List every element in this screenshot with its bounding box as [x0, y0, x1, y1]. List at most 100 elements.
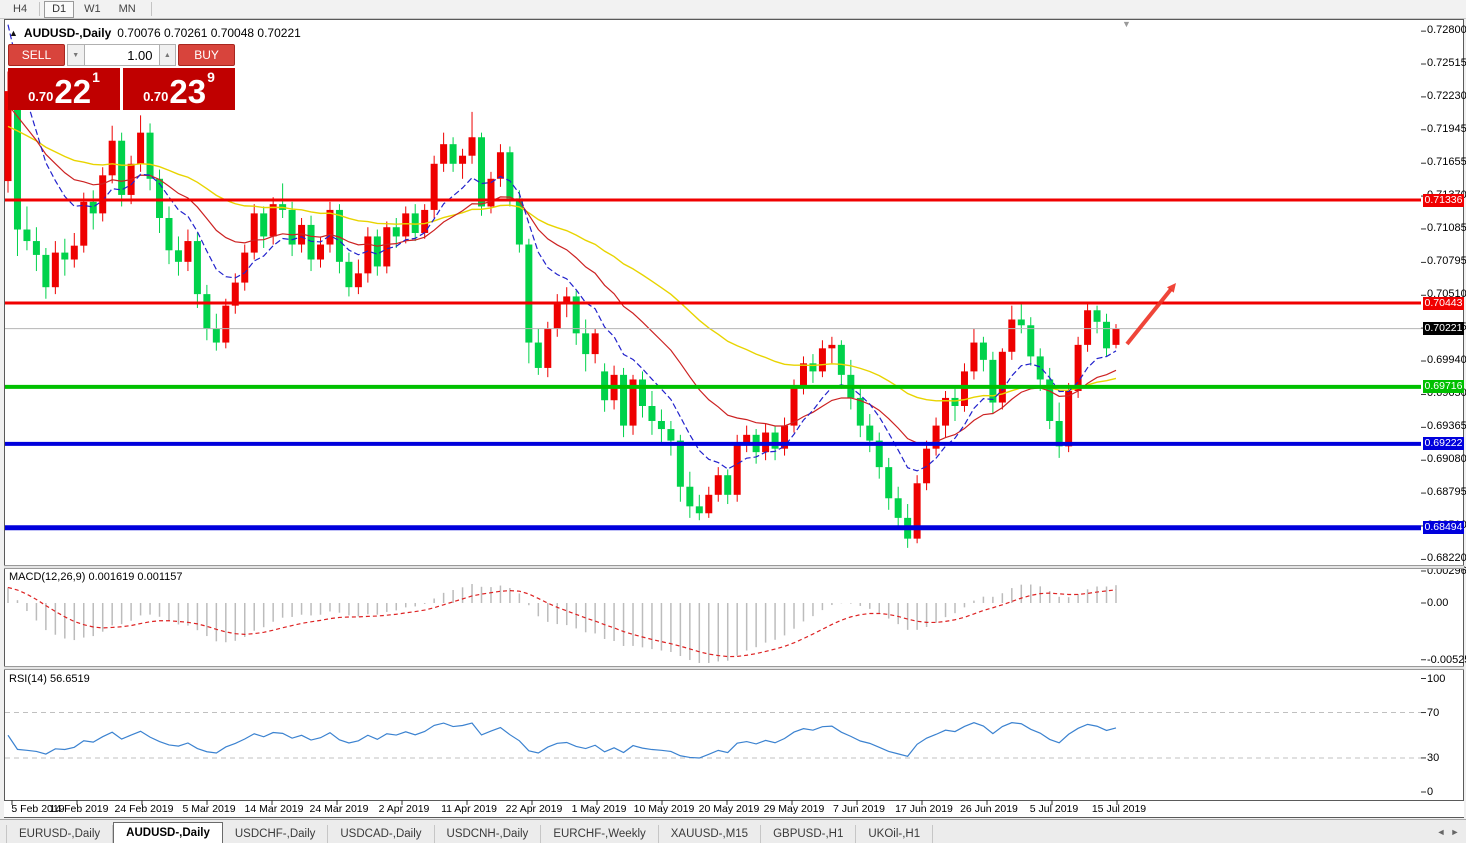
candle — [733, 434, 741, 502]
date-axis-label: 20 May 2019 — [698, 803, 760, 815]
trade-panel-toggle-icon[interactable]: ▲ — [9, 28, 18, 38]
candle — [165, 206, 173, 265]
candle — [866, 414, 874, 453]
candle — [137, 115, 145, 172]
tab-eurchf-weekly[interactable]: EURCHF-,Weekly — [541, 825, 659, 843]
candle — [724, 469, 732, 505]
trend-arrow-head — [1166, 283, 1176, 293]
candle — [544, 321, 552, 378]
tab-usdcnh-daily[interactable]: USDCNH-,Daily — [435, 825, 542, 843]
chart-collapse-marker-icon[interactable]: ▼ — [1122, 19, 1131, 29]
date-axis-label: 2 Apr 2019 — [378, 803, 430, 815]
rsi-splitter[interactable] — [4, 666, 1464, 670]
candle — [1055, 402, 1063, 458]
price-axis-tick-label: 0.68795 — [1427, 486, 1466, 499]
timeframe-toolbar: H4 D1 W1 MN — [0, 0, 1466, 19]
candle — [989, 351, 997, 415]
candle — [1093, 305, 1101, 334]
candle — [781, 417, 789, 456]
tab-scroll-left-icon[interactable]: ◄ — [1436, 827, 1446, 837]
candle — [440, 132, 448, 172]
candle — [487, 171, 495, 214]
candle — [695, 494, 703, 521]
date-axis-border — [4, 817, 1464, 818]
candle — [638, 371, 646, 418]
tab-gbpusd-h1[interactable]: GBPUSD-,H1 — [761, 825, 857, 843]
candle — [998, 348, 1006, 410]
rsi-axis-label: 100 — [1427, 672, 1446, 685]
price-axis-tick-label: 0.69365 — [1427, 420, 1466, 433]
level-price-label: 0.71336 — [1423, 193, 1464, 207]
tab-scroll-right-icon[interactable]: ► — [1450, 827, 1460, 837]
candle — [1065, 382, 1073, 453]
timeframe-button-h4[interactable]: H4 — [13, 2, 28, 15]
date-axis-label: 7 Jun 2019 — [833, 803, 885, 815]
candle — [572, 290, 580, 345]
date-axis-label: 1 May 2019 — [571, 803, 627, 815]
trend-arrow-line[interactable] — [1125, 287, 1173, 346]
tab-usdchf-daily[interactable]: USDCHF-,Daily — [223, 825, 329, 843]
rsi-axis-label: 30 — [1427, 751, 1440, 764]
candle — [108, 125, 116, 184]
chart-title-row: ▲ AUDUSD-,Daily 0.70076 0.70261 0.70048 … — [9, 26, 301, 40]
tab-audusd-daily[interactable]: AUDUSD-,Daily — [113, 822, 223, 843]
date-axis-label: 22 Apr 2019 — [505, 803, 563, 815]
volume-input[interactable] — [84, 44, 159, 66]
price-axis-tick-label: 0.72800 — [1427, 24, 1466, 37]
candle — [354, 259, 362, 295]
candle — [951, 388, 959, 421]
candle — [923, 440, 931, 491]
price-axis-tick-label: 0.71945 — [1427, 122, 1466, 135]
price-axis-tick-label: 0.69940 — [1427, 354, 1466, 367]
candle — [174, 236, 182, 276]
macd-splitter[interactable] — [4, 565, 1464, 569]
date-axis-label: 24 Mar 2019 — [309, 803, 369, 815]
candle — [705, 486, 713, 518]
volume-decrease-button[interactable]: ▼ — [66, 44, 85, 66]
price-axis-tick-label: 0.72515 — [1427, 57, 1466, 69]
tab-ukoil-h1[interactable]: UKOil-,H1 — [856, 825, 934, 843]
price-axis-tick-label: 0.68220 — [1427, 552, 1466, 565]
buy-price-big: 23 — [169, 73, 207, 110]
candle — [51, 241, 59, 295]
candle — [847, 359, 855, 410]
tab-xauusd-m15[interactable]: XAUUSD-,M15 — [659, 825, 762, 843]
one-click-trade-panel: SELL ▼ ▲ BUY 0.70 22 1 0.70 23 9 — [8, 44, 235, 110]
macd-axis-label: -0.005255 — [1427, 653, 1466, 666]
candle — [714, 467, 722, 502]
buy-button[interactable]: BUY — [178, 44, 235, 66]
tab-usdcad-daily[interactable]: USDCAD-,Daily — [328, 825, 435, 843]
tab-eurusd-daily[interactable]: EURUSD-,Daily — [6, 825, 114, 843]
candle — [525, 238, 533, 364]
candle — [932, 417, 940, 456]
date-axis-label: 10 May 2019 — [633, 803, 695, 815]
sell-price-button[interactable]: 0.70 22 1 — [8, 68, 120, 110]
candle — [686, 471, 694, 518]
candle — [99, 167, 107, 222]
candle — [212, 313, 220, 351]
sell-price-big: 22 — [54, 73, 92, 110]
candle — [534, 328, 542, 375]
timeframe-button-w1[interactable]: W1 — [84, 2, 101, 15]
sell-button[interactable]: SELL — [8, 44, 65, 66]
candle — [620, 367, 628, 438]
price-axis-tick-label: 0.71655 — [1427, 156, 1466, 169]
price-axis-tick-label: 0.70795 — [1427, 255, 1466, 268]
buy-price-button[interactable]: 0.70 23 9 — [123, 68, 235, 110]
ma-slow-line — [7, 125, 1117, 402]
candle — [222, 298, 230, 349]
candle — [743, 425, 751, 453]
candle — [970, 328, 978, 380]
candle — [459, 148, 467, 179]
sell-price-sup: 1 — [92, 69, 100, 85]
candle — [326, 201, 334, 253]
timeframe-button-d1[interactable]: D1 — [44, 0, 75, 18]
volume-increase-button[interactable]: ▲ — [158, 44, 177, 66]
timeframe-button-mn[interactable]: MN — [118, 2, 136, 15]
candle — [478, 132, 485, 216]
candle — [496, 144, 504, 187]
candle — [875, 432, 883, 479]
price-axis-tick-label: 0.72230 — [1427, 89, 1466, 102]
rsi-axis-label: 0 — [1427, 786, 1434, 798]
